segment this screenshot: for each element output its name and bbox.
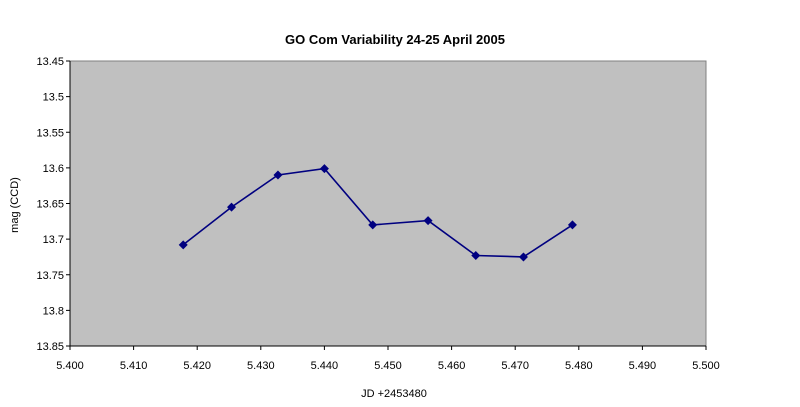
x-axis: 5.400 5.410 5.420 5.430 5.440 5.450 5.460 5.470… (56, 345, 720, 372)
x-tick-label: 5.460 (438, 360, 466, 372)
data-point (471, 251, 481, 261)
x-tick-label: 5.430 (247, 360, 275, 372)
y-axis: 13.45 13.5 13.55 13.6 13.65 13.7 13.75 13.8 13.8… (36, 56, 71, 353)
y-tick-label: 13.6 (43, 163, 64, 175)
data-point (567, 220, 577, 230)
x-tick-label: 5.420 (183, 360, 211, 372)
x-tick-label: 5.440 (311, 360, 339, 372)
plot-area (69, 60, 707, 347)
x-tick-label: 5.500 (692, 360, 720, 372)
y-tick-label: 13.65 (36, 199, 64, 211)
data-point (178, 240, 188, 250)
data-point (518, 252, 528, 262)
y-tick-label: 13.75 (36, 270, 64, 282)
series (178, 164, 577, 262)
y-tick-label: 13.7 (43, 234, 64, 246)
x-tick-label: 5.480 (565, 360, 593, 372)
x-axis-label: JD +2453480 (361, 388, 427, 400)
y-axis-label: mag (CCD) (9, 177, 21, 233)
x-tick-label: 5.490 (629, 360, 657, 372)
data-point (319, 164, 329, 174)
y-tick-label: 13.85 (36, 341, 64, 353)
x-tick-label: 5.400 (56, 360, 84, 372)
data-point (423, 216, 433, 226)
chart-title: GO Com Variability 24-25 April 2005 (285, 32, 505, 47)
y-tick-label: 13.5 (43, 92, 64, 104)
y-tick-label: 13.55 (36, 127, 64, 139)
data-point (227, 202, 237, 212)
x-tick-label: 5.410 (120, 360, 148, 372)
x-tick-label: 5.470 (501, 360, 529, 372)
y-tick-label: 13.8 (43, 305, 64, 317)
data-point (273, 170, 283, 180)
y-tick-label: 13.45 (36, 56, 64, 68)
data-point (368, 220, 378, 230)
x-tick-label: 5.450 (374, 360, 402, 372)
